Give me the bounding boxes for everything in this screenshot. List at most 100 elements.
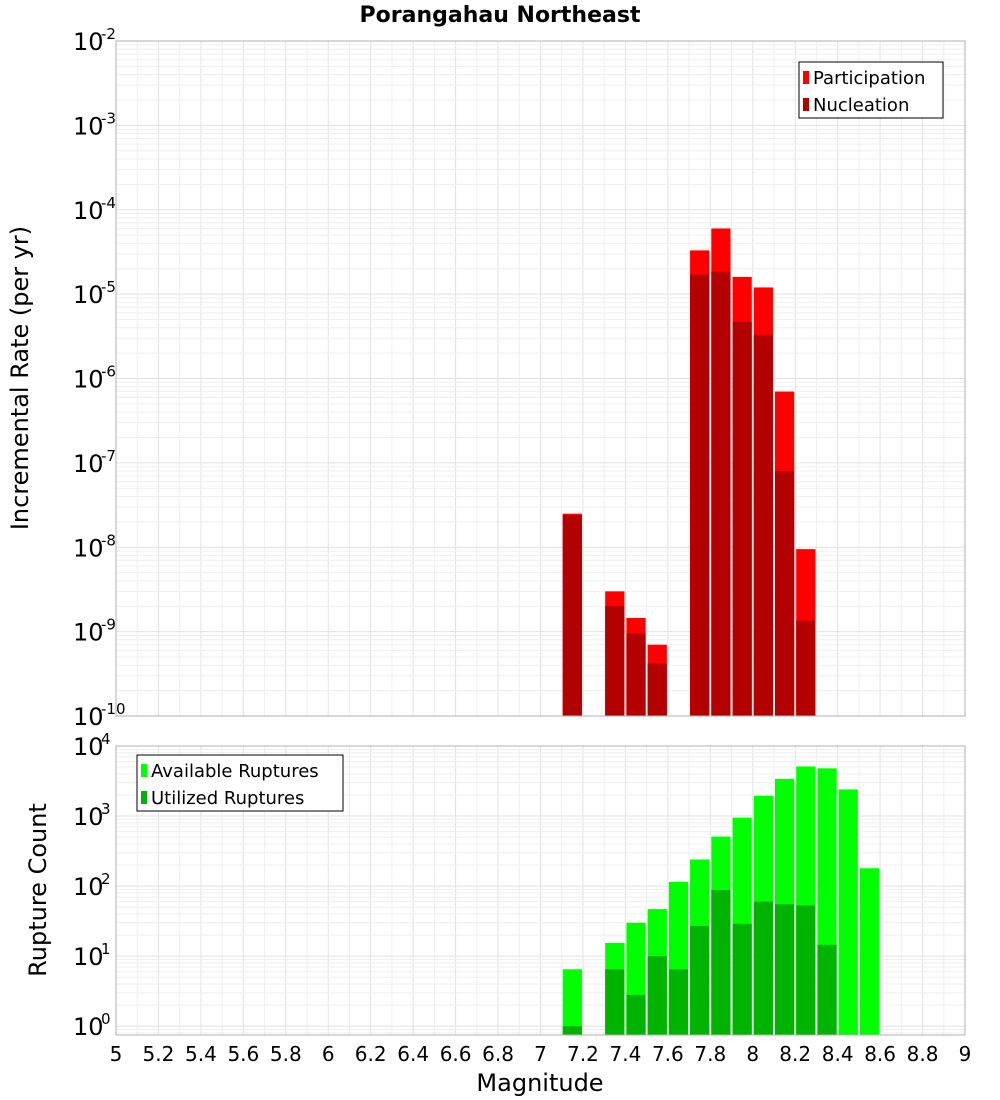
participation-panel: 10-1010-910-810-710-610-510-410-310-2Inc…	[6, 25, 966, 731]
x-tick-label: 5.4	[185, 1042, 217, 1066]
y-tick-label: 101	[73, 940, 111, 971]
x-tick-label: 7.6	[652, 1042, 684, 1066]
bar	[605, 606, 625, 716]
y-tick-exponent: 2	[101, 870, 111, 888]
y-tick-base: 10	[73, 943, 104, 971]
y-tick-base: 10	[73, 703, 104, 731]
bar	[711, 890, 731, 1035]
x-tick-label: 5	[110, 1042, 123, 1066]
legend: Available Ruptures Utilized Ruptures	[136, 754, 344, 812]
y-tick-label: 10-5	[73, 278, 116, 309]
bar	[626, 994, 646, 1035]
bar	[711, 271, 731, 716]
y-tick-exponent: 0	[101, 1010, 111, 1028]
x-tick-label: 6.8	[482, 1042, 514, 1066]
legend-swatch	[803, 98, 809, 111]
x-axis-label: Magnitude	[476, 1069, 603, 1097]
y-tick-label: 10-10	[73, 700, 126, 731]
series-nucleation	[562, 271, 816, 716]
legend-swatch	[803, 71, 809, 84]
plot-border	[115, 40, 966, 717]
y-axis-label: Rupture Count	[24, 803, 52, 977]
y-tick-exponent: -10	[101, 700, 126, 718]
y-tick-label: 10-8	[73, 531, 116, 562]
y-tick-exponent: -3	[101, 109, 116, 127]
bar	[605, 969, 625, 1035]
x-tick-label: 6.4	[397, 1042, 429, 1066]
y-tick-label: 10-9	[73, 616, 116, 647]
x-tick-label: 8.6	[864, 1042, 896, 1066]
x-tick-label: 8.4	[822, 1042, 854, 1066]
x-tick-label: 7.2	[567, 1042, 599, 1066]
legend-swatch	[141, 764, 147, 777]
series-utilized-ruptures	[562, 890, 837, 1035]
y-tick-exponent: -7	[101, 447, 116, 465]
legend-label: Participation	[813, 68, 925, 89]
y-tick-exponent: 4	[101, 730, 111, 748]
x-tick-label: 7	[534, 1042, 547, 1066]
bar	[796, 620, 816, 716]
y-tick-label: 10-6	[73, 363, 116, 394]
x-tick-label: 9	[959, 1042, 972, 1066]
y-tick-label: 10-4	[73, 194, 116, 225]
y-tick-base: 10	[73, 112, 104, 140]
y-tick-exponent: 3	[101, 800, 111, 818]
bar	[626, 633, 646, 716]
bar	[562, 969, 582, 1035]
y-tick-exponent: -5	[101, 278, 116, 296]
x-tick-label: 5.2	[143, 1042, 175, 1066]
x-tick-label: 6.6	[440, 1042, 472, 1066]
y-tick-label: 100	[73, 1010, 111, 1041]
y-tick-base: 10	[73, 28, 104, 56]
bar	[838, 789, 858, 1035]
y-tick-base: 10	[73, 281, 104, 309]
bar	[796, 905, 816, 1035]
x-tick-label: 5.6	[227, 1042, 259, 1066]
y-tick-exponent: -9	[101, 616, 116, 634]
legend-box	[798, 61, 944, 119]
x-tick-label: 5.8	[270, 1042, 302, 1066]
x-tick-label: 8	[746, 1042, 759, 1066]
legend-label: Nucleation	[813, 95, 909, 116]
legend-swatch	[141, 791, 147, 804]
bar	[647, 663, 667, 716]
x-axis: 5 5.2 5.4 5.6 5.8 6 6.2 6.4 6.6 6.8 7 7.2 7.4 7.6 7.8 8…	[110, 1042, 972, 1066]
y-tick-exponent: -8	[101, 531, 116, 549]
y-tick-label: 10-7	[73, 447, 116, 478]
y-tick-exponent: -2	[101, 25, 116, 43]
bar	[690, 925, 710, 1035]
bar	[817, 944, 837, 1035]
bar	[774, 904, 795, 1035]
chart-title: Porangahau Northeast	[360, 3, 641, 28]
legend-label: Available Ruptures	[151, 761, 319, 782]
y-tick-label: 10-2	[73, 25, 116, 56]
y-tick-label: 10-3	[73, 109, 116, 140]
y-tick-base: 10	[73, 803, 104, 831]
bar	[668, 969, 689, 1035]
y-tick-base: 10	[73, 873, 104, 901]
y-tick-base: 10	[73, 1013, 104, 1041]
y-tick-exponent: -4	[101, 194, 116, 212]
x-tick-label: 8.8	[907, 1042, 939, 1066]
y-tick-exponent: 1	[101, 940, 111, 958]
y-tick-label: 102	[73, 870, 111, 901]
bar	[647, 956, 667, 1035]
y-axis-label: Incremental Rate (per yr)	[6, 226, 34, 530]
legend-box	[136, 754, 344, 812]
y-tick-base: 10	[73, 197, 104, 225]
y-tick-exponent: -6	[101, 363, 116, 381]
bar	[732, 321, 752, 716]
legend: Participation Nucleation	[798, 61, 944, 119]
y-tick-label: 104	[73, 730, 111, 761]
bar	[562, 1026, 582, 1035]
y-tick-base: 10	[73, 733, 104, 761]
bar	[753, 334, 773, 716]
y-tick-base: 10	[73, 366, 104, 394]
legend-label: Utilized Ruptures	[151, 788, 304, 809]
bar	[753, 901, 773, 1035]
bar	[774, 471, 795, 716]
bar	[732, 923, 752, 1035]
bar	[562, 515, 582, 716]
x-tick-label: 6	[322, 1042, 335, 1066]
